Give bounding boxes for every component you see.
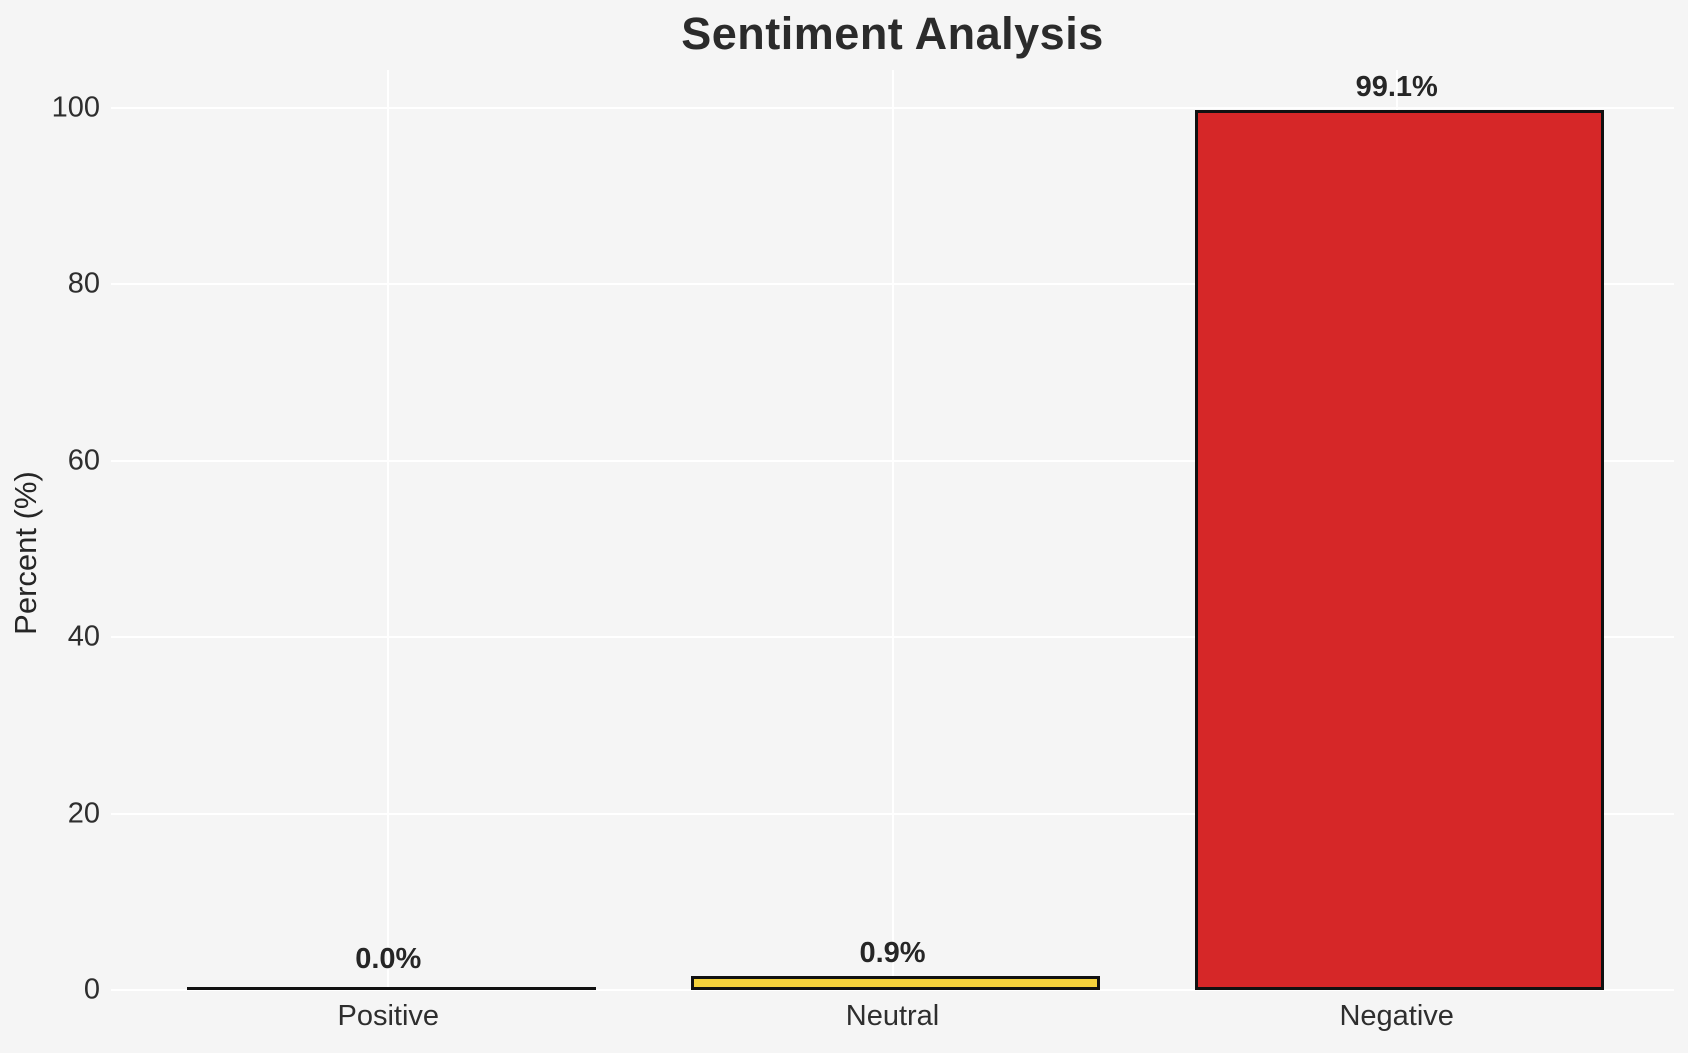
bar-value-label-negative: 99.1% (1355, 70, 1438, 103)
plot-area: 0.0% 0.9% 99.1% (111, 70, 1674, 991)
bar-negative (1195, 109, 1605, 990)
chart-title: Sentiment Analysis (681, 8, 1104, 59)
y-tick-label-80: 80 (67, 267, 100, 300)
bar-value-label-neutral: 0.9% (859, 937, 926, 970)
vertical-gridline-positive (387, 70, 390, 990)
y-tick-label-60: 60 (67, 444, 100, 477)
x-tick-label-positive: Positive (337, 1000, 440, 1032)
y-tick-label-20: 20 (67, 797, 100, 830)
bar-neutral (691, 976, 1100, 990)
horizontal-gridline-0 (111, 989, 1674, 991)
x-tick-label-negative: Negative (1339, 1000, 1454, 1032)
bar-value-label-positive: 0.0% (355, 943, 422, 975)
y-tick-label-100: 100 (51, 91, 100, 124)
y-tick-label-40: 40 (67, 620, 100, 653)
x-tick-label-neutral: Neutral (845, 1000, 940, 1032)
bar-positive (186, 987, 596, 990)
vertical-gridline-neutral (891, 70, 894, 990)
y-axis-label: Percent (%) (8, 471, 43, 635)
y-tick-label-0: 0 (83, 973, 100, 1006)
